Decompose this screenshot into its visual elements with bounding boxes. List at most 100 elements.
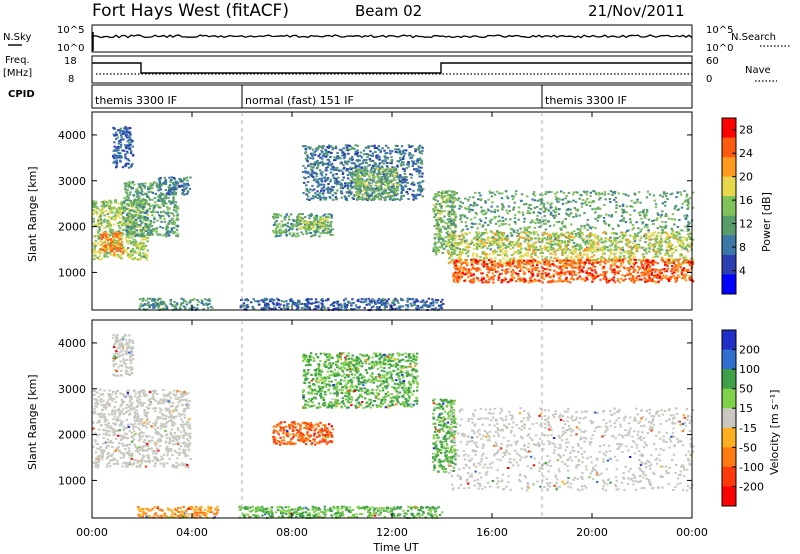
data-cell [140,230,143,233]
data-cell [161,203,164,206]
data-cell [364,174,367,176]
data-cell [318,226,321,228]
data-cell [666,233,669,236]
data-cell [328,231,331,234]
data-cell [454,216,458,219]
data-cell [109,228,112,231]
data-cell [495,239,498,242]
data-cell [383,196,386,199]
data-cell [630,248,633,251]
data-cell [608,249,611,252]
data-cell [106,255,109,258]
data-cell [619,247,623,250]
data-cell [272,224,276,226]
data-cell [123,223,126,226]
data-cell [170,218,173,221]
data-cell [326,221,330,224]
data-cell [315,216,319,218]
data-cell [442,240,446,243]
data-cell [557,200,560,203]
data-cell [147,228,151,231]
data-cell [581,202,584,205]
data-cell [122,207,125,210]
data-cell [502,252,505,255]
data-cell [437,251,441,253]
data-cell [580,237,583,240]
data-cell [210,305,213,308]
data-cell [123,222,126,225]
data-cell [133,231,136,234]
data-cell [130,164,133,167]
data-cell [130,222,133,225]
data-cell [412,198,415,201]
data-cell [634,247,637,249]
data-cell [592,200,596,203]
data-cell [575,243,579,246]
data-cell [618,205,622,208]
data-cell [549,203,552,206]
data-cell [107,215,110,218]
data-cell [532,211,536,214]
data-cell [332,173,335,176]
data-cell [94,223,97,226]
data-cell [349,173,352,176]
data-cell [139,229,143,232]
data-cell [559,227,562,230]
data-cell [99,208,103,211]
data-cell [681,240,684,243]
data-cell [513,251,517,254]
data-cell [132,202,135,205]
data-cell [481,251,485,253]
data-cell [166,225,169,228]
data-cell [321,225,324,228]
data-cell [403,172,407,175]
data-cell [443,215,446,218]
data-cell [153,300,156,302]
data-cell [331,165,334,168]
data-cell [126,202,130,205]
data-cell [367,192,370,195]
data-cell [297,220,300,223]
data-cell [418,175,421,178]
data-cell [96,231,100,234]
data-cell [554,195,558,198]
data-cell [647,243,650,246]
data-cell [433,243,436,246]
data-cell [462,248,465,251]
data-cell [351,196,354,199]
data-cell [527,207,530,209]
data-cell [386,179,389,182]
data-cell [137,215,140,218]
data-cell [377,148,380,151]
data-cell [673,223,676,226]
data-cell [140,192,143,195]
data-cell [146,304,149,306]
data-cell [283,216,286,219]
data-cell [468,208,471,211]
data-cell [133,230,136,233]
data-cell [390,162,393,165]
data-cell [638,239,642,242]
data-cell [563,240,567,243]
data-cell [290,213,293,216]
data-cell [420,159,423,162]
data-cell [489,248,492,251]
data-cell [465,224,468,227]
data-cell [631,228,634,231]
data-cell [481,243,484,245]
data-cell [159,193,162,196]
data-cell [500,223,504,225]
data-cell [356,176,359,179]
data-cell [606,246,609,249]
data-cell [318,195,321,197]
data-cell [120,136,123,139]
data-cell [668,257,672,260]
data-cell [421,147,424,150]
data-cell [117,222,120,225]
data-cell [117,245,120,248]
data-cell [131,234,134,237]
data-cell [170,188,174,191]
data-cell [333,191,337,194]
data-cell [130,209,133,212]
data-cell [569,200,572,203]
